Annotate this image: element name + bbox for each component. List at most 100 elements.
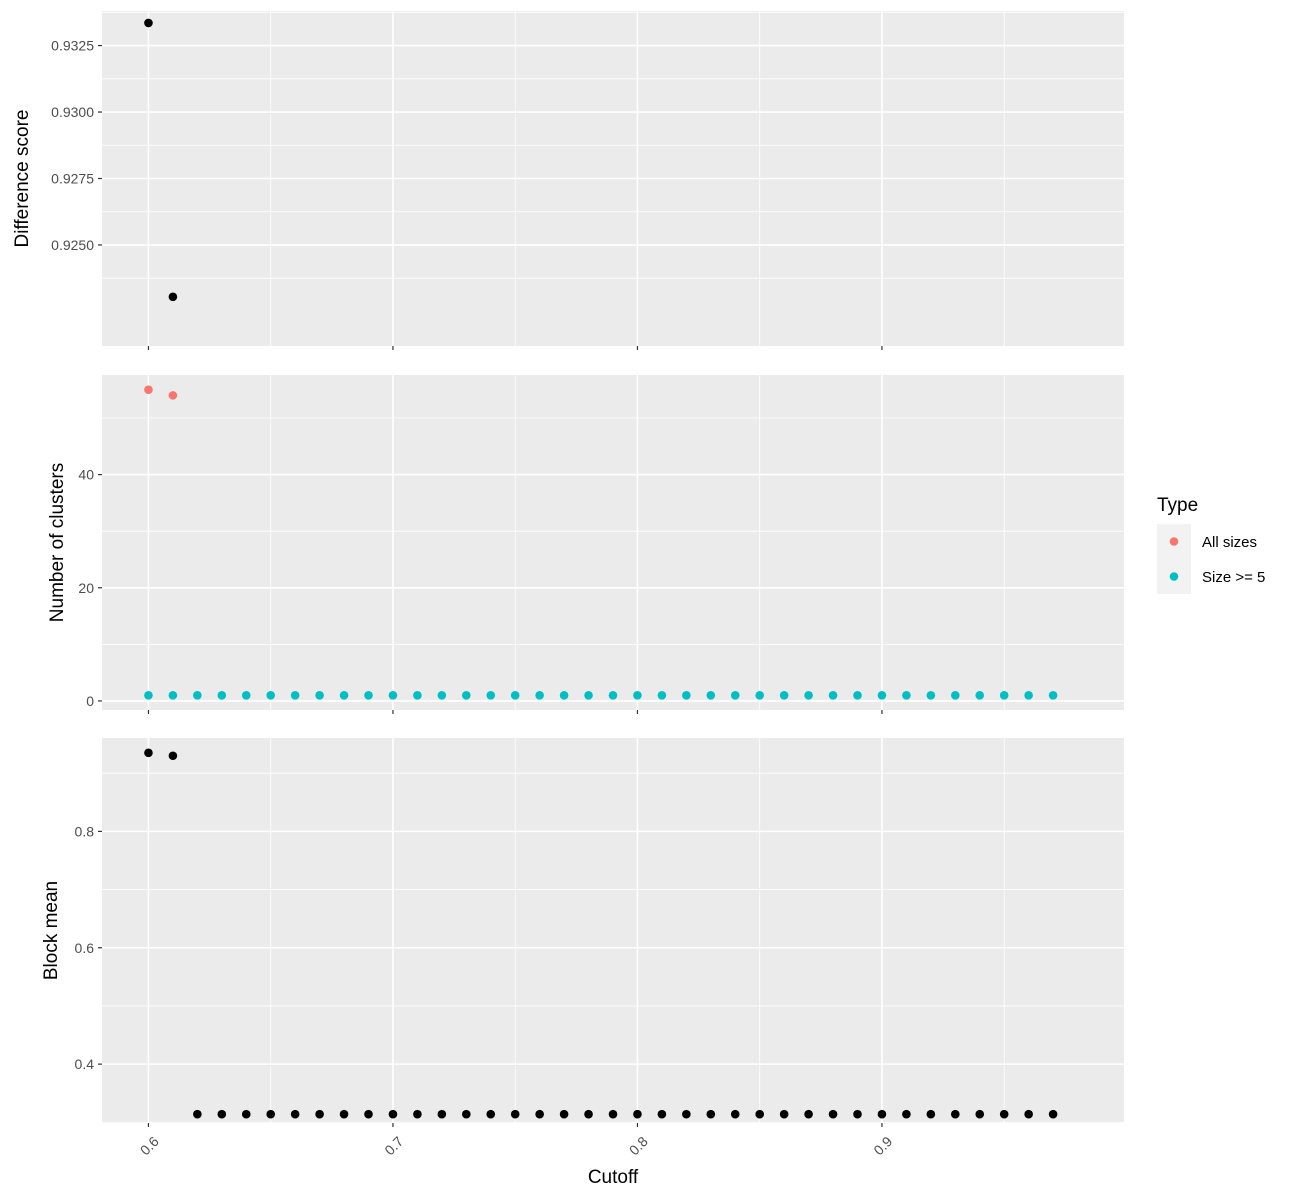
data-point	[510, 690, 520, 700]
legend-swatch	[1169, 572, 1179, 581]
panel-1: 0.9250 0.9275 0.9300 0.9325 Difference score	[12, 11, 1124, 350]
data-point	[877, 690, 887, 700]
data-point	[437, 1109, 447, 1119]
y-tick-label: 0.9325	[51, 38, 94, 54]
y-tick-label: 0.9250	[51, 237, 94, 253]
y-tick-label: 0.8	[75, 823, 95, 839]
data-point	[144, 18, 153, 28]
data-point	[950, 1109, 960, 1119]
data-point	[779, 690, 789, 700]
data-point	[535, 690, 544, 700]
data-point	[608, 690, 618, 700]
y-tick-label: 0.9275	[51, 171, 94, 187]
data-point	[1048, 690, 1058, 700]
data-point	[755, 690, 764, 700]
data-point	[193, 690, 202, 700]
data-point	[657, 1109, 667, 1119]
legend-label: All sizes	[1202, 534, 1257, 551]
panels: 0.9250 0.9275 0.9300 0.9325 Difference score…	[12, 11, 1124, 1158]
y-tick-label: 20	[78, 580, 94, 596]
data-point	[462, 690, 471, 700]
data-point	[462, 1109, 471, 1119]
series-1-1	[144, 18, 178, 302]
data-point	[266, 690, 276, 700]
data-point	[144, 748, 153, 758]
data-point	[682, 1109, 691, 1119]
data-point	[144, 385, 153, 395]
series-2-2	[144, 690, 1058, 700]
data-point	[730, 1109, 740, 1119]
panel-background	[102, 375, 1124, 710]
data-point	[730, 690, 740, 700]
y-axis-title: Difference score	[12, 110, 33, 248]
data-point	[682, 690, 691, 700]
data-point	[902, 690, 911, 700]
panel-background	[102, 738, 1124, 1123]
data-point	[633, 690, 642, 700]
panel-2: 0 20 40 Number of clusters	[47, 375, 1124, 714]
data-point	[999, 690, 1009, 700]
data-point	[999, 1109, 1009, 1119]
data-point	[559, 690, 569, 700]
y-tick-label: 0	[86, 693, 94, 709]
data-point	[755, 1109, 764, 1119]
data-point	[168, 690, 178, 700]
legend-title: Type	[1157, 495, 1198, 516]
data-point	[168, 292, 178, 302]
data-point	[926, 1109, 936, 1119]
data-point	[510, 1109, 520, 1119]
data-point	[437, 690, 447, 700]
data-point	[364, 1109, 373, 1119]
data-point	[804, 1109, 813, 1119]
data-point	[1048, 1109, 1058, 1119]
data-point	[926, 690, 936, 700]
data-point	[193, 1109, 202, 1119]
series-3-1	[144, 748, 178, 761]
data-point	[828, 690, 838, 700]
data-point	[657, 690, 667, 700]
data-point	[290, 690, 300, 700]
data-point	[633, 1109, 642, 1119]
data-point	[706, 1109, 716, 1119]
data-point	[241, 690, 251, 700]
x-axis-title: Cutoff	[588, 1167, 639, 1188]
series-3-2	[193, 1109, 1058, 1119]
data-point	[1024, 1109, 1033, 1119]
legend-entry: All sizes	[1157, 524, 1257, 559]
y-axis-title: Number of clusters	[47, 463, 68, 622]
data-point	[290, 1109, 300, 1119]
data-point	[315, 1109, 324, 1119]
data-point	[266, 1109, 276, 1119]
data-point	[950, 690, 960, 700]
data-point	[559, 1109, 569, 1119]
data-point	[168, 751, 178, 761]
y-tick-label: 0.4	[75, 1056, 95, 1072]
legend-label: Size >= 5	[1202, 569, 1265, 586]
data-point	[413, 1109, 422, 1119]
y-tick-label: 0.9300	[51, 104, 94, 120]
data-point	[584, 1109, 593, 1119]
data-point	[828, 1109, 838, 1119]
legend-entry: Size >= 5	[1157, 559, 1265, 594]
data-point	[706, 690, 716, 700]
panel-3: 0.4 0.6 0.8 Block mean	[41, 738, 1124, 1127]
data-point	[975, 1109, 985, 1119]
x-tick-label: 0.9	[870, 1133, 895, 1158]
x-tick-label: 0.6	[137, 1133, 162, 1158]
data-point	[217, 690, 227, 700]
data-point	[853, 1109, 862, 1119]
data-point	[1024, 690, 1033, 700]
data-point	[902, 1109, 911, 1119]
y-axis-title: Block mean	[41, 881, 62, 980]
data-point	[388, 1109, 398, 1119]
series-2-1	[144, 385, 178, 400]
data-point	[584, 690, 593, 700]
data-point	[144, 690, 153, 700]
data-point	[315, 690, 324, 700]
data-point	[217, 1109, 227, 1119]
data-point	[779, 1109, 789, 1119]
data-point	[535, 1109, 544, 1119]
data-point	[339, 690, 349, 700]
data-point	[877, 1109, 887, 1119]
